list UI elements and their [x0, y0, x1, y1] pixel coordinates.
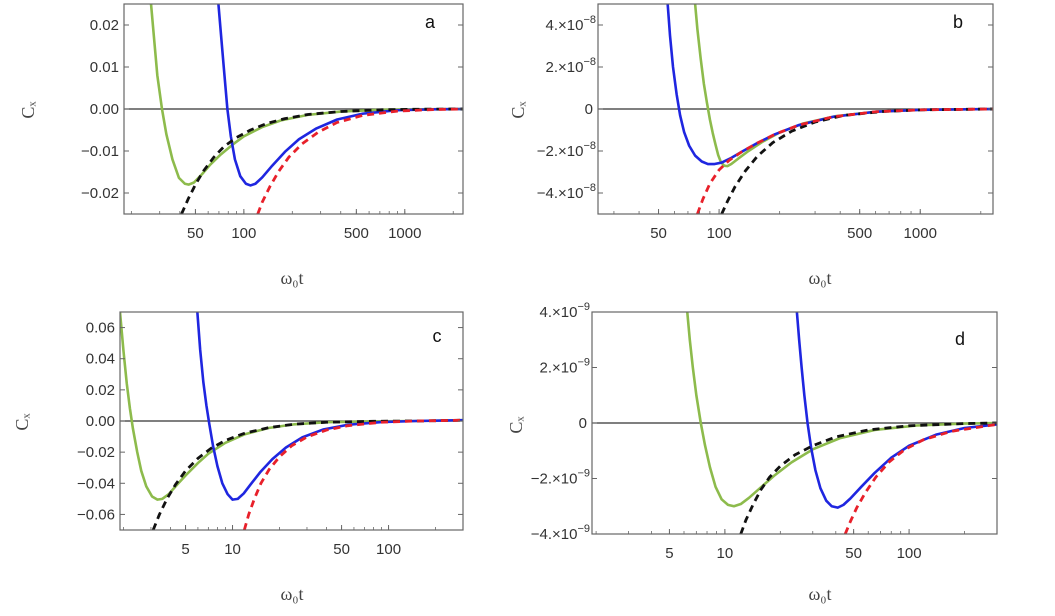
ytick-label-a: 0.02: [90, 17, 119, 34]
ytick-label-c: 0.00: [86, 413, 115, 430]
ytick-exponent-d: −9: [577, 357, 590, 369]
series-group-b: [666, 4, 993, 214]
ytick-label-a: 0.01: [90, 59, 119, 76]
series-blue-b: [666, 4, 993, 166]
series-red-dashed-d: [843, 423, 997, 534]
xtick-label-a: 1000: [388, 225, 421, 242]
panel-letter-c: c: [433, 326, 442, 346]
series-red-dashed-b: [696, 107, 993, 214]
series-group-a: [149, 4, 463, 214]
ytick-label-a: −0.01: [81, 143, 119, 160]
ytick-label-b: −2.×10−8: [537, 140, 596, 160]
ytick-exponent-d: −9: [577, 523, 590, 535]
ytick-label-b: 0: [585, 101, 593, 118]
ylabel-b: Cₓ: [508, 101, 528, 119]
ytick-label-d: 2.×10−9: [539, 357, 590, 377]
xlabel-b: ω₀t: [808, 268, 831, 288]
ytick-base-b: 2.×10: [545, 59, 583, 76]
ytick-label-c: −0.04: [77, 475, 115, 492]
xtick-label-c: 100: [376, 541, 401, 558]
xtick-label-b: 100: [707, 225, 732, 242]
ytick-base-d: −4.×10: [531, 526, 578, 543]
xtick-label-d: 5: [665, 545, 673, 562]
panel-b: −4.×10−8−2.×10−802.×10−84.×10−850 100 500 1…: [508, 3, 994, 288]
series-group-c: [120, 312, 463, 530]
ytick-exponent-b: −8: [583, 140, 596, 152]
xtick-label-a: 100: [231, 225, 256, 242]
ytick-label-c: 0.02: [86, 382, 115, 399]
xtick-label-d: 10: [717, 545, 734, 562]
ytick-label-c: 0.04: [86, 351, 115, 368]
ytick-label-b: 4.×10−8: [545, 14, 596, 34]
xtick-label-d: 50: [845, 545, 862, 562]
xlabel-c: ω₀t: [280, 584, 303, 604]
ytick-label-d: 0: [579, 415, 587, 432]
series-group-d: [685, 312, 997, 534]
ytick-exponent-d: −9: [577, 301, 590, 313]
ytick-label-a: 0.00: [90, 101, 119, 118]
ytick-base-d: −2.×10: [531, 471, 578, 488]
panel-a: −0.02 −0.01 0.00 0.01 0.02 50 100 500 1000 a ω₀t Cₓ: [18, 3, 464, 288]
panel-letter-d: d: [955, 329, 965, 349]
ytick-label-a: −0.02: [81, 185, 119, 202]
xtick-label-c: 10: [224, 541, 241, 558]
panel-letter-a: a: [425, 12, 436, 32]
series-black-dashed-a: [180, 107, 463, 214]
xtick-label-c: 50: [333, 541, 350, 558]
xtick-label-b: 1000: [904, 225, 937, 242]
ylabel-a: Cₓ: [18, 101, 38, 119]
ytick-label-d: 4.×10−9: [539, 301, 590, 321]
panel-letter-b: b: [953, 12, 963, 32]
xtick-label-d: 100: [897, 545, 922, 562]
ytick-label-d: −4.×10−9: [531, 523, 590, 543]
series-blue-d: [795, 312, 997, 509]
panel-d: −4.×10−9−2.×10−902.×10−94.×10−95 10 50 100d…: [506, 301, 998, 604]
ytick-exponent-b: −8: [583, 182, 596, 194]
xlabel-a: ω₀t: [280, 268, 303, 288]
ytick-base-d: 4.×10: [539, 304, 577, 321]
series-red-dashed-c: [242, 418, 463, 530]
ytick-exponent-d: −9: [577, 468, 590, 480]
ytick-label-d: −2.×10−9: [531, 468, 590, 488]
ytick-base-d: 2.×10: [539, 360, 577, 377]
ytick-exponent-b: −8: [583, 14, 596, 26]
series-black-dashed-d: [739, 421, 997, 534]
ytick-label-c: −0.06: [77, 506, 115, 523]
ytick-base-b: 4.×10: [545, 17, 583, 34]
series-black-dashed-c: [151, 418, 463, 530]
series-red-dashed-a: [256, 107, 463, 214]
xtick-label-b: 500: [847, 225, 872, 242]
xlabel-d: ω₀t: [808, 584, 831, 604]
ytick-base-b: −2.×10: [537, 143, 584, 160]
ytick-label-c: −0.02: [77, 444, 115, 461]
xtick-label-c: 5: [181, 541, 189, 558]
ytick-exponent-b: −8: [583, 56, 596, 68]
ytick-label-b: 2.×10−8: [545, 56, 596, 76]
ylabel-d: Cₓ: [506, 416, 526, 434]
ytick-label-c: 0.06: [86, 320, 115, 337]
ytick-label-b: −4.×10−8: [537, 182, 596, 202]
xtick-label-b: 50: [650, 225, 667, 242]
xtick-label-a: 50: [187, 225, 204, 242]
ytick-base-b: −4.×10: [537, 185, 584, 202]
ylabel-c: Cₓ: [12, 413, 32, 431]
series-green-d: [685, 312, 997, 508]
panel-c: −0.06 −0.04 −0.02 0.00 0.02 0.04 0.06 5 10 50 100 c…: [12, 311, 464, 604]
series-blue-a: [217, 4, 463, 187]
xtick-label-a: 500: [344, 225, 369, 242]
